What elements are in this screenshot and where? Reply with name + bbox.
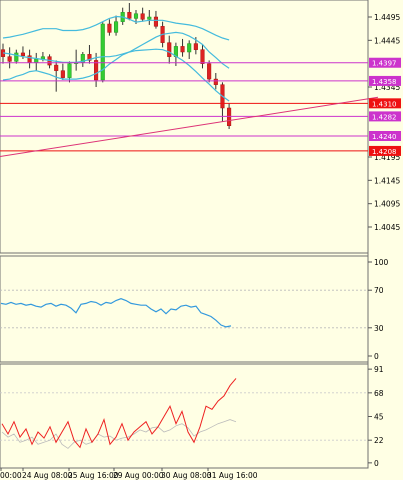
price-axis: 1.4495 1.4445 1.4345 1.4195 1.4145 1.4095 1.40… (368, 13, 401, 468)
rsi-tick-label-1: 70 (374, 286, 384, 295)
price-tick-label-3: 1.4195 (374, 153, 400, 162)
x-tick-label-5: 31 Aug 16:00 (207, 471, 258, 480)
x-tick-label-1: 24 Aug 08:00 (22, 471, 73, 480)
candle-body-17 (114, 21, 119, 33)
candle-body-20 (133, 13, 139, 19)
rsi-series (0, 289, 368, 329)
level-tag-1 (369, 75, 401, 86)
candle-body-19 (127, 12, 132, 19)
rsi-panel (0, 255, 369, 363)
x-tick-label-4: 30 Aug 08:00 (161, 471, 212, 480)
level-tag-label-5: 1.4208 (372, 148, 397, 156)
rsi-tick-label-0: 100 (374, 258, 389, 267)
price-tick-label-2: 1.4345 (374, 83, 400, 92)
price-tick-label-5: 1.4095 (374, 200, 400, 209)
candle-body-2 (14, 52, 19, 62)
band-lower-line (2, 48, 230, 102)
level-tag-0 (369, 57, 401, 68)
price-panel (0, 0, 369, 254)
candle-body-10 (67, 63, 72, 78)
stoch-tick-label-4: 0 (374, 459, 379, 468)
level-tag-3 (369, 111, 401, 122)
candle-body-13 (87, 54, 92, 61)
x-tick-label-2: 25 Aug 16:00 (68, 471, 119, 480)
band-middle-line (2, 31, 230, 69)
candle-body-6 (40, 56, 45, 60)
x-tick-label-3: 29 Aug 00:00 (113, 471, 164, 480)
candle-body-8 (54, 64, 59, 71)
rsi-line (0, 298, 232, 328)
level-tag-4 (369, 131, 401, 141)
candle-body-5 (34, 58, 39, 63)
price-tick-label-4: 1.4145 (374, 176, 400, 185)
rsi-tick-label-2: 30 (374, 324, 384, 333)
candle-body-15 (100, 23, 105, 81)
stoch-main-line (1, 378, 237, 449)
candle-body-27 (180, 46, 185, 53)
candle-body-1 (7, 56, 12, 62)
candle-body-31 (207, 63, 212, 80)
level-tag-label-2: 1.4310 (372, 100, 397, 108)
candle-body-4 (27, 55, 32, 63)
level-tag-5 (369, 145, 401, 156)
trendline (0, 96, 379, 158)
stochastic-series (0, 378, 368, 449)
candle-body-30 (200, 49, 205, 64)
price-tick-label-0: 1.4495 (374, 13, 400, 22)
stoch-tick-label-0: 91 (374, 365, 384, 374)
x-tick-label-0: 00:00 (0, 471, 22, 480)
level-tag-label-4: 1.4240 (372, 133, 397, 141)
candle-body-9 (60, 70, 65, 78)
price-series (0, 3, 379, 158)
candle-body-25 (167, 42, 172, 57)
candle-body-32 (213, 78, 218, 85)
candle-body-23 (153, 16, 158, 27)
level-tag-label-1: 1.4358 (372, 78, 397, 86)
candle-body-28 (187, 43, 192, 53)
level-tag-label-3: 1.4282 (372, 113, 397, 121)
stoch-tick-label-3: 22 (374, 436, 384, 445)
rsi-tick-label-3: 0 (374, 352, 379, 361)
candle-body-22 (147, 16, 152, 20)
stochastic-panel (0, 363, 369, 469)
candle-body-21 (140, 13, 145, 20)
candle-body-16 (107, 23, 112, 33)
stoch-tick-label-2: 45 (374, 413, 384, 422)
level-tag-label-0: 1.4397 (372, 60, 397, 68)
price-tick-label-6: 1.4045 (374, 223, 400, 232)
candle-body-3 (20, 52, 25, 56)
stoch-tick-label-1: 68 (374, 389, 384, 398)
band-upper-line (2, 15, 230, 41)
candle-body-14 (94, 60, 99, 81)
level-tag-2 (369, 98, 401, 109)
candle-body-29 (193, 43, 198, 50)
price-tick-label-1: 1.4445 (374, 36, 400, 45)
